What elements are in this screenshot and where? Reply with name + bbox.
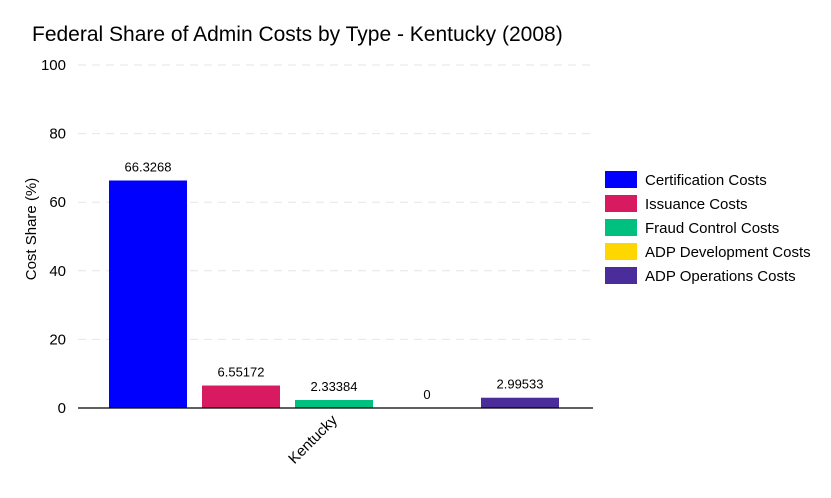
bars: 66.3268 6.55172 2.33384 0 2.99533 <box>109 159 559 408</box>
data-label-adp-operations-costs: 2.99533 <box>497 377 544 392</box>
legend-label-issuance-costs: Issuance Costs <box>645 196 748 213</box>
y-axis-ticks: 0 20 40 60 80 100 <box>41 57 66 417</box>
legend-label-certification-costs: Certification Costs <box>645 172 767 189</box>
chart-title: Federal Share of Admin Costs by Type - K… <box>32 23 563 46</box>
data-label-fraud-control-costs: 2.33384 <box>311 379 358 394</box>
legend-label-adp-operations-costs: ADP Operations Costs <box>645 268 796 285</box>
y-axis-label: Cost Share (%) <box>23 178 40 281</box>
data-label-adp-development-costs: 0 <box>423 387 430 402</box>
bar-issuance-costs <box>202 385 280 408</box>
y-tick-label: 20 <box>49 331 66 348</box>
legend-label-fraud-control-costs: Fraud Control Costs <box>645 220 779 237</box>
x-tick-label-kentucky: Kentucky <box>285 411 341 467</box>
y-tick-label: 60 <box>49 194 66 211</box>
data-label-certification-costs: 66.3268 <box>125 159 172 174</box>
legend-swatch-issuance-costs <box>605 195 637 212</box>
y-tick-label: 40 <box>49 263 66 280</box>
data-label-issuance-costs: 6.55172 <box>218 365 265 380</box>
bar-certification-costs <box>109 180 187 408</box>
y-tick-label: 100 <box>41 57 66 74</box>
legend: Certification Costs Issuance Costs Fraud C… <box>605 171 811 285</box>
legend-swatch-adp-operations-costs <box>605 267 637 284</box>
legend-swatch-certification-costs <box>605 171 637 188</box>
bar-adp-operations-costs <box>481 397 559 408</box>
y-tick-label: 80 <box>49 126 66 143</box>
y-tick-label: 0 <box>58 400 66 417</box>
legend-swatch-fraud-control-costs <box>605 219 637 236</box>
legend-swatch-adp-development-costs <box>605 243 637 260</box>
bar-fraud-control-costs <box>295 399 373 408</box>
legend-label-adp-development-costs: ADP Development Costs <box>645 244 811 261</box>
